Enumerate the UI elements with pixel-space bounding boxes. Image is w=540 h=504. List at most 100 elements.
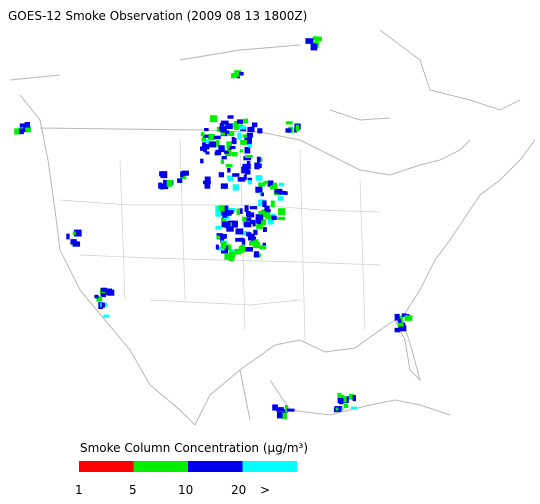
smoke-pixel: [218, 145, 225, 153]
smoke-pixel: [255, 214, 264, 221]
smoke-pixel: [205, 151, 210, 155]
smoke-pixel: [254, 163, 262, 169]
smoke-pixel: [226, 212, 232, 216]
legend-swatch: [133, 461, 188, 472]
smoke-pixel: [180, 171, 184, 178]
smoke-pixel: [278, 208, 286, 216]
smoke-pixel: [271, 215, 277, 221]
smoke-pixel: [243, 118, 249, 124]
smoke-pixel: [252, 222, 256, 227]
smoke-pixel: [238, 246, 245, 253]
smoke-pixel: [235, 71, 241, 77]
smoke-pixel: [239, 149, 244, 153]
smoke-pixel: [305, 38, 314, 44]
border: [39, 127, 471, 176]
smoke-pixel: [242, 163, 249, 171]
smoke-pixel: [244, 205, 249, 212]
smoke-pixel: [237, 132, 242, 140]
smoke-pixel: [230, 220, 238, 228]
smoke-pixel: [24, 122, 30, 128]
smoke-pixel: [220, 183, 228, 189]
smoke-pixel: [310, 43, 318, 51]
smoke-pixel: [256, 224, 264, 229]
smoke-pixel: [258, 182, 266, 187]
smoke-pixel: [277, 411, 283, 419]
smoke-pixel: [74, 229, 82, 237]
smoke-pixel: [247, 126, 255, 133]
smoke-pixel: [397, 320, 404, 327]
smoke-pixel: [103, 314, 110, 318]
smoke-pixel: [246, 232, 252, 237]
legend-label: 20: [231, 483, 246, 497]
smoke-pixel: [267, 218, 274, 225]
gulf-mexico: [239, 369, 451, 421]
smoke-pixel: [245, 154, 253, 158]
smoke-pixel: [257, 128, 263, 134]
legend-label: 10: [178, 483, 193, 497]
smoke-pixel: [256, 156, 261, 163]
smoke-pixel: [312, 36, 319, 40]
smoke-pixel: [221, 156, 227, 160]
smoke-pixel: [94, 294, 99, 299]
smoke-pixel: [225, 123, 233, 130]
smoke-layer: [14, 36, 413, 419]
smoke-pixel: [228, 131, 235, 137]
smoke-pixel: [228, 207, 236, 213]
smoke-pixel: [66, 233, 70, 240]
smoke-pixel: [284, 191, 288, 196]
smoke-pixel: [264, 205, 270, 213]
smoke-pixel: [200, 146, 207, 151]
smoke-pixel: [246, 161, 251, 166]
canada: [9, 29, 521, 121]
smoke-pixel: [232, 184, 239, 191]
smoke-pixel: [181, 170, 189, 176]
smoke-pixel: [204, 128, 209, 132]
smoke-pixel: [260, 192, 265, 197]
smoke-pixel: [253, 229, 258, 235]
smoke-pixel: [161, 183, 169, 190]
smoke-pixel: [231, 137, 235, 144]
smoke-pixel: [245, 247, 253, 252]
smoke-pixel: [257, 219, 264, 225]
smoke-pixel: [258, 199, 266, 207]
smoke-pixel: [398, 315, 404, 320]
smoke-pixel: [337, 392, 342, 397]
title: GOES-12 Smoke Observation (2009 08 13 18…: [8, 9, 307, 23]
smoke-pixel: [224, 221, 231, 229]
legend: 1 5 10 20 >: [75, 461, 297, 497]
smoke-pixel: [222, 212, 228, 218]
smoke-pixel: [216, 235, 221, 240]
smoke-pixel: [337, 396, 346, 404]
smoke-pixel: [278, 190, 287, 195]
smoke-pixel: [263, 212, 271, 218]
smoke-pixel: [201, 137, 207, 142]
smoke-pixel: [203, 180, 211, 185]
smoke-pixel: [231, 151, 238, 157]
smoke-pixel: [220, 234, 227, 239]
smoke-pixel: [239, 71, 244, 76]
smoke-pixel: [213, 135, 221, 140]
smoke-pixel: [244, 136, 252, 142]
smoke-pixel: [350, 406, 358, 410]
smoke-pixel: [205, 139, 209, 144]
legend-swatch: [188, 461, 243, 472]
smoke-pixel: [244, 146, 251, 154]
smoke-pixel: [246, 163, 251, 170]
smoke-pixel: [348, 393, 354, 400]
smoke-pixel: [242, 216, 247, 222]
smoke-pixel: [239, 208, 243, 214]
smoke-pixel: [248, 143, 252, 148]
smoke-pixel: [285, 121, 293, 125]
smoke-pixel: [404, 315, 413, 321]
smoke-pixel: [246, 212, 250, 216]
smoke-pixel: [244, 222, 252, 228]
smoke-pixel: [263, 227, 267, 233]
smoke-pixel: [216, 140, 220, 147]
smoke-pixel: [215, 244, 219, 250]
smoke-pixel: [253, 244, 260, 249]
smoke-pixel: [248, 219, 256, 225]
smoke-pixel: [204, 176, 211, 182]
smoke-pixel: [270, 185, 278, 190]
smoke-pixel: [235, 228, 244, 235]
